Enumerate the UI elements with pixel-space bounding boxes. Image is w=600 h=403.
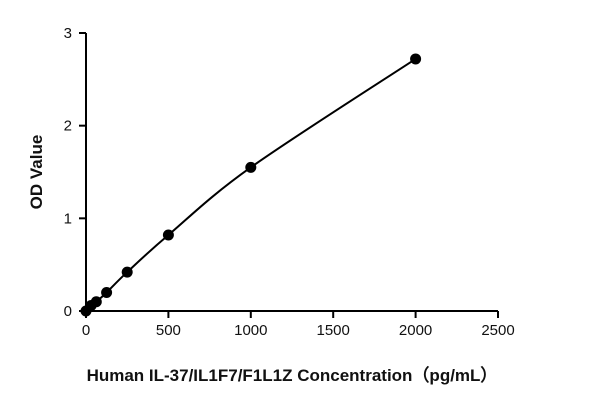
y-ticks: 0 1 2 3 bbox=[64, 25, 86, 320]
x-ticks: 0 500 1000 1500 2000 2500 bbox=[82, 311, 515, 339]
x-tick-label: 1500 bbox=[317, 322, 350, 339]
y-tick-label: 0 bbox=[64, 303, 72, 320]
x-tick-label: 2500 bbox=[481, 322, 514, 339]
y-tick-label: 2 bbox=[64, 118, 72, 135]
data-point bbox=[101, 286, 113, 298]
y-tick-label: 1 bbox=[64, 210, 72, 227]
axes bbox=[85, 33, 498, 312]
x-axis-title: Human IL-37/IL1F7/F1L1Z Concentration（pg… bbox=[87, 365, 498, 385]
y-axis-title: OD Value bbox=[27, 135, 46, 210]
fit-curve bbox=[85, 58, 417, 312]
data-point bbox=[90, 296, 102, 308]
data-point bbox=[410, 53, 422, 65]
x-tick-label: 1000 bbox=[234, 322, 267, 339]
x-tick-label: 500 bbox=[156, 322, 181, 339]
x-tick-label: 0 bbox=[82, 322, 90, 339]
data-point bbox=[121, 266, 133, 278]
data-points bbox=[80, 53, 422, 317]
data-point bbox=[245, 161, 257, 173]
data-point bbox=[162, 229, 174, 241]
y-tick-label: 3 bbox=[64, 25, 72, 42]
x-tick-label: 2000 bbox=[399, 322, 432, 339]
